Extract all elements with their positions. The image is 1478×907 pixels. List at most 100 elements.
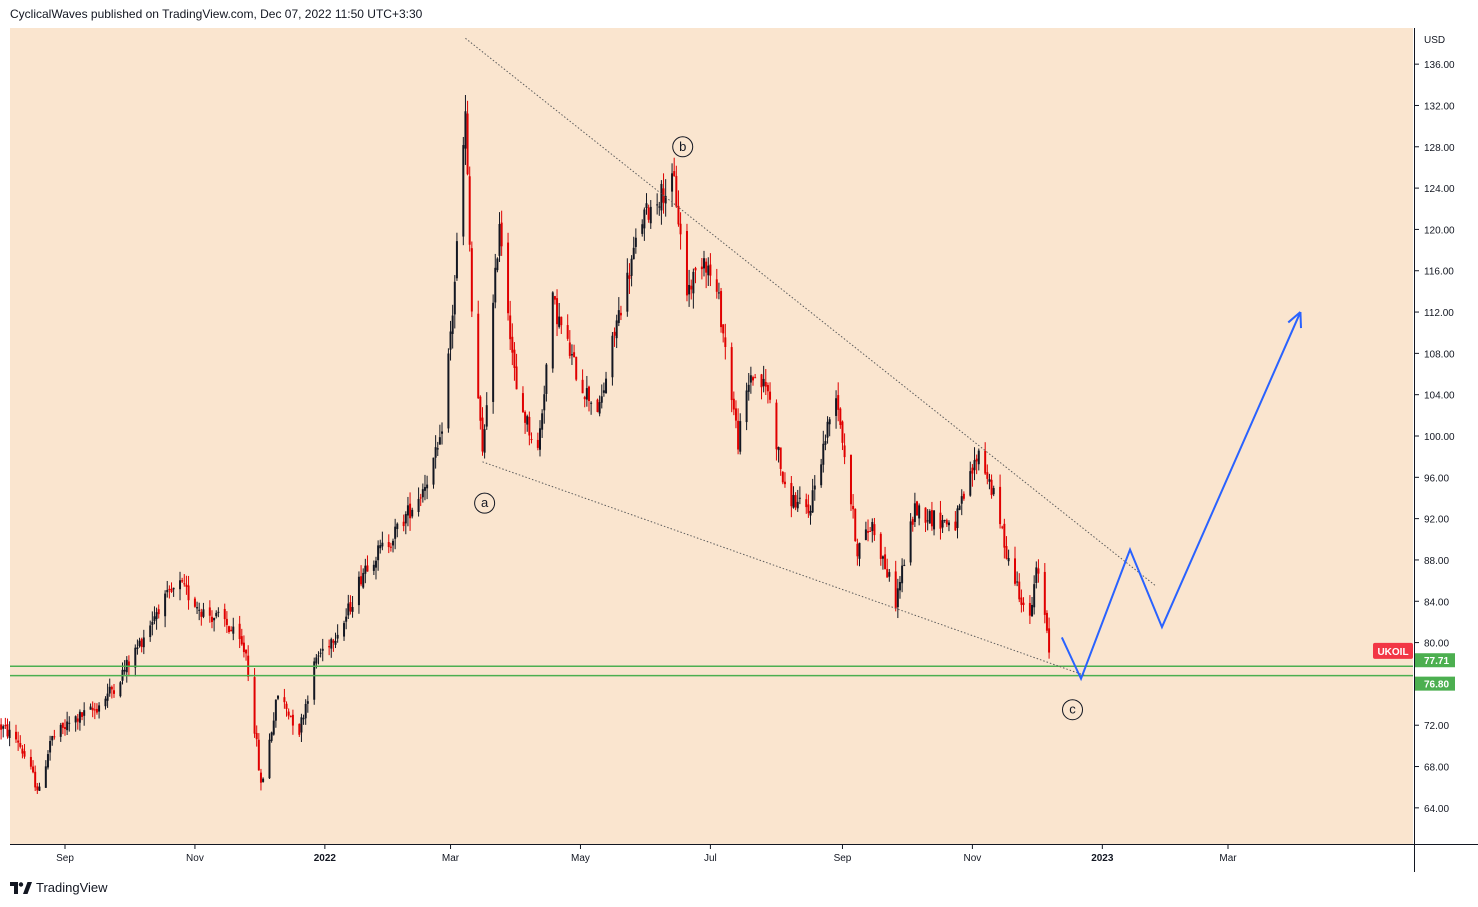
time-axis-background[interactable] <box>10 845 1414 872</box>
candle-body <box>123 669 126 672</box>
candle-body <box>313 661 316 700</box>
candle-body <box>754 377 757 379</box>
candle-body <box>36 786 39 791</box>
candle-body <box>477 313 480 399</box>
y-tick-label: 92.00 <box>1424 515 1449 526</box>
candle-body <box>451 315 454 334</box>
candle-body <box>419 497 422 499</box>
candle-body <box>426 484 429 489</box>
candle-body <box>255 732 258 740</box>
candle-body <box>74 716 77 723</box>
candle-body <box>660 183 663 211</box>
candle-body <box>820 464 823 486</box>
x-tick-label: 2023 <box>1091 853 1114 864</box>
candle-body <box>470 248 473 312</box>
y-tick-label: 124.00 <box>1424 184 1455 195</box>
candle-body <box>1007 557 1010 562</box>
candle-body <box>449 331 452 350</box>
candle-body <box>766 385 769 392</box>
candle-body <box>1003 523 1006 548</box>
candle-body <box>839 408 842 426</box>
candle-body <box>656 204 659 206</box>
candle-body <box>257 739 260 771</box>
candle-body <box>104 698 107 707</box>
tradingview-footer[interactable]: TradingView <box>10 880 108 895</box>
candle-body <box>172 587 175 590</box>
y-tick-label: 108.00 <box>1424 349 1455 360</box>
candle-body <box>285 703 288 709</box>
candle-body <box>869 531 872 533</box>
candle-body <box>438 437 441 445</box>
x-tick-label: Sep <box>834 853 852 864</box>
candle-body <box>112 690 115 694</box>
candle-body <box>760 374 763 388</box>
candle-body <box>140 639 143 647</box>
candle-body <box>168 588 171 590</box>
candle-body <box>240 636 243 645</box>
candle-body <box>270 732 273 741</box>
candle-body <box>551 292 554 369</box>
symbol-tag <box>1373 642 1413 659</box>
candle-body <box>626 272 629 312</box>
candle-body <box>526 416 529 425</box>
candle-body <box>790 482 793 507</box>
candle-body <box>479 396 482 421</box>
candle-body <box>98 705 101 712</box>
wave-label-c: c <box>1069 702 1076 717</box>
candle-body <box>396 523 399 530</box>
candle-body <box>805 499 808 508</box>
candle-body <box>596 399 599 412</box>
candle-body <box>730 347 733 401</box>
candle-body <box>775 402 778 450</box>
candle-body <box>202 609 205 617</box>
candle-body <box>193 598 196 607</box>
candle-body <box>387 542 390 548</box>
x-tick-label: Nov <box>186 853 204 864</box>
price-axis-background[interactable] <box>1415 28 1470 844</box>
y-tick-label: 88.00 <box>1424 556 1449 567</box>
candle-body <box>83 710 86 716</box>
candle-body <box>615 320 618 339</box>
candle-body <box>585 388 588 400</box>
candle-body <box>417 498 420 512</box>
candle-body <box>822 443 825 465</box>
candle-body <box>879 533 882 559</box>
candle-body <box>911 519 914 525</box>
candle-body <box>835 398 838 416</box>
candle-body <box>392 540 395 546</box>
candle-body <box>809 510 812 516</box>
candle-body <box>366 565 369 572</box>
candle-body <box>8 729 11 738</box>
projection-path <box>1060 311 1302 682</box>
candle-body <box>849 454 852 505</box>
candle-body <box>999 486 1002 525</box>
candle-body <box>46 754 49 768</box>
candle-body <box>973 460 976 471</box>
plot-background <box>10 28 1413 844</box>
candle-body <box>924 507 927 523</box>
candle-body <box>617 310 620 323</box>
candle-body <box>747 384 750 392</box>
candle-body <box>187 585 190 601</box>
candle-body <box>317 655 320 657</box>
candle-body <box>664 195 667 204</box>
candle-body <box>543 394 546 411</box>
candle-body <box>896 588 899 608</box>
candle-body <box>262 778 265 782</box>
candle-body <box>155 612 158 620</box>
candle-body <box>51 736 54 741</box>
wave-label-a: a <box>481 495 489 510</box>
candle-body <box>208 607 211 616</box>
support-price-tag <box>1415 653 1455 668</box>
trendlines <box>465 37 1156 677</box>
candle-body <box>319 652 322 654</box>
candle-body <box>95 708 98 713</box>
candle-body <box>372 564 375 571</box>
candle-body <box>796 501 799 509</box>
candle-body <box>468 176 471 245</box>
candle-body <box>828 419 831 425</box>
candle-body <box>217 611 220 613</box>
candle-body <box>362 572 365 588</box>
candle-body <box>837 395 840 410</box>
